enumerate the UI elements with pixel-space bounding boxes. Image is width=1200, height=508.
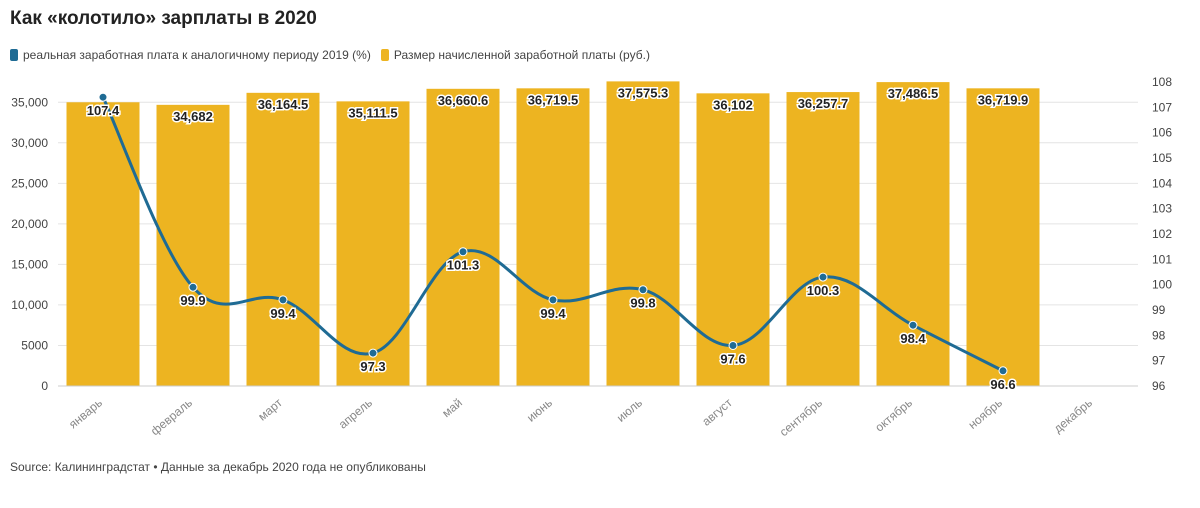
line-data-label: 101.3: [447, 258, 480, 273]
bar-data-label: 36,102: [713, 97, 753, 112]
line-point: [728, 340, 738, 350]
line-data-label: 100.3: [807, 283, 840, 298]
x-tick-label: апрель: [336, 396, 375, 432]
bar-data-label: 36,660.6: [438, 93, 489, 108]
line-point: [368, 348, 378, 358]
line-point: [638, 285, 648, 295]
line-data-label: 99.4: [540, 306, 566, 321]
bar-data-label: 35,111.5: [348, 105, 397, 120]
line-point: [998, 366, 1008, 376]
line-point: [278, 295, 288, 305]
x-tick-label: февраль: [148, 396, 195, 439]
y-left-tick-label: 15,000: [11, 257, 48, 271]
x-tick-label: июль: [614, 396, 645, 425]
legend-swatch-bar: [380, 49, 389, 61]
legend-label-line: реальная заработная плата к аналогичному…: [23, 48, 371, 62]
x-tick-label: август: [699, 395, 735, 428]
x-tick-label: май: [439, 396, 465, 421]
bar: [786, 92, 860, 386]
bar: [876, 82, 950, 387]
y-right-tick-label: 101: [1152, 252, 1172, 266]
bar-data-label: 36,719.9: [978, 92, 1029, 107]
y-left-tick-label: 20,000: [11, 217, 48, 231]
line-data-label: 107.4: [87, 103, 120, 118]
bar: [606, 81, 680, 387]
bar-data-label: 36,719.5: [528, 92, 579, 107]
bar: [66, 102, 140, 387]
legend-label-bar: Размер начисленной заработной платы (руб…: [393, 48, 650, 62]
y-right-tick-label: 99: [1152, 303, 1166, 317]
bar: [246, 92, 320, 387]
source-note: Source: Калининградстат • Данные за дека…: [10, 460, 426, 474]
y-left-tick-label: 0: [41, 379, 48, 393]
y-right-tick-label: 103: [1152, 202, 1172, 216]
line-data-label: 97.3: [360, 359, 385, 374]
bar: [426, 88, 500, 386]
y-right-tick-label: 106: [1152, 126, 1172, 140]
line-data-label: 96.6: [990, 377, 1015, 392]
bar: [336, 101, 410, 387]
line-series: [101, 96, 1004, 373]
line-data-label: 97.6: [720, 351, 745, 366]
bar-data-label: 37,486.5: [888, 86, 939, 101]
y-right-tick-label: 96: [1152, 379, 1166, 393]
x-tick-label: сентябрь: [777, 396, 825, 440]
x-tick-label: ноябрь: [966, 396, 1005, 432]
y-left-tick-label: 35,000: [11, 95, 48, 109]
chart-title: Как «колотило» зарплаты в 2020: [10, 8, 317, 29]
y-right-tick-label: 97: [1152, 354, 1166, 368]
bar-data-label: 36,164.5: [258, 97, 309, 112]
line-point: [458, 247, 468, 257]
line-point: [188, 282, 198, 292]
x-tick-label: июнь: [524, 396, 555, 425]
y-left-tick-label: 30,000: [11, 136, 48, 150]
line-data-label: 99.8: [630, 296, 655, 311]
bar-data-label: 34,682: [173, 109, 213, 124]
line-data-label: 98.4: [900, 331, 926, 346]
y-right-tick-label: 107: [1152, 100, 1172, 114]
legend-item-bar[interactable]: Размер начисленной заработной платы (руб…: [380, 48, 650, 62]
x-tick-label: декабрь: [1051, 396, 1095, 436]
y-right-tick-label: 102: [1152, 227, 1172, 241]
y-left-tick-label: 10,000: [11, 298, 48, 312]
legend: реальная заработная плата к аналогичному…: [10, 48, 660, 62]
y-left-tick-label: 5000: [21, 338, 48, 352]
y-right-tick-label: 108: [1152, 75, 1172, 89]
legend-swatch-line: [10, 49, 18, 61]
line-data-label: 99.4: [270, 306, 296, 321]
line-point: [818, 272, 828, 282]
line-point: [98, 92, 108, 102]
x-tick-label: март: [255, 395, 285, 423]
bar-data-label: 37,575.3: [618, 85, 669, 100]
y-right-tick-label: 98: [1152, 328, 1166, 342]
bar: [156, 104, 230, 386]
x-tick-label: январь: [66, 396, 105, 432]
line-point: [548, 295, 558, 305]
bar: [516, 88, 590, 386]
y-right-tick-label: 105: [1152, 151, 1172, 165]
bar: [966, 88, 1040, 387]
line-data-label: 99.9: [180, 293, 205, 308]
bar-data-label: 36,257.7: [798, 96, 849, 111]
x-tick-label: октябрь: [872, 396, 915, 435]
line-point: [908, 320, 918, 330]
legend-item-line[interactable]: реальная заработная плата к аналогичному…: [10, 48, 371, 62]
y-right-tick-label: 104: [1152, 176, 1172, 190]
y-right-tick-label: 100: [1152, 278, 1172, 292]
y-left-tick-label: 25,000: [11, 176, 48, 190]
